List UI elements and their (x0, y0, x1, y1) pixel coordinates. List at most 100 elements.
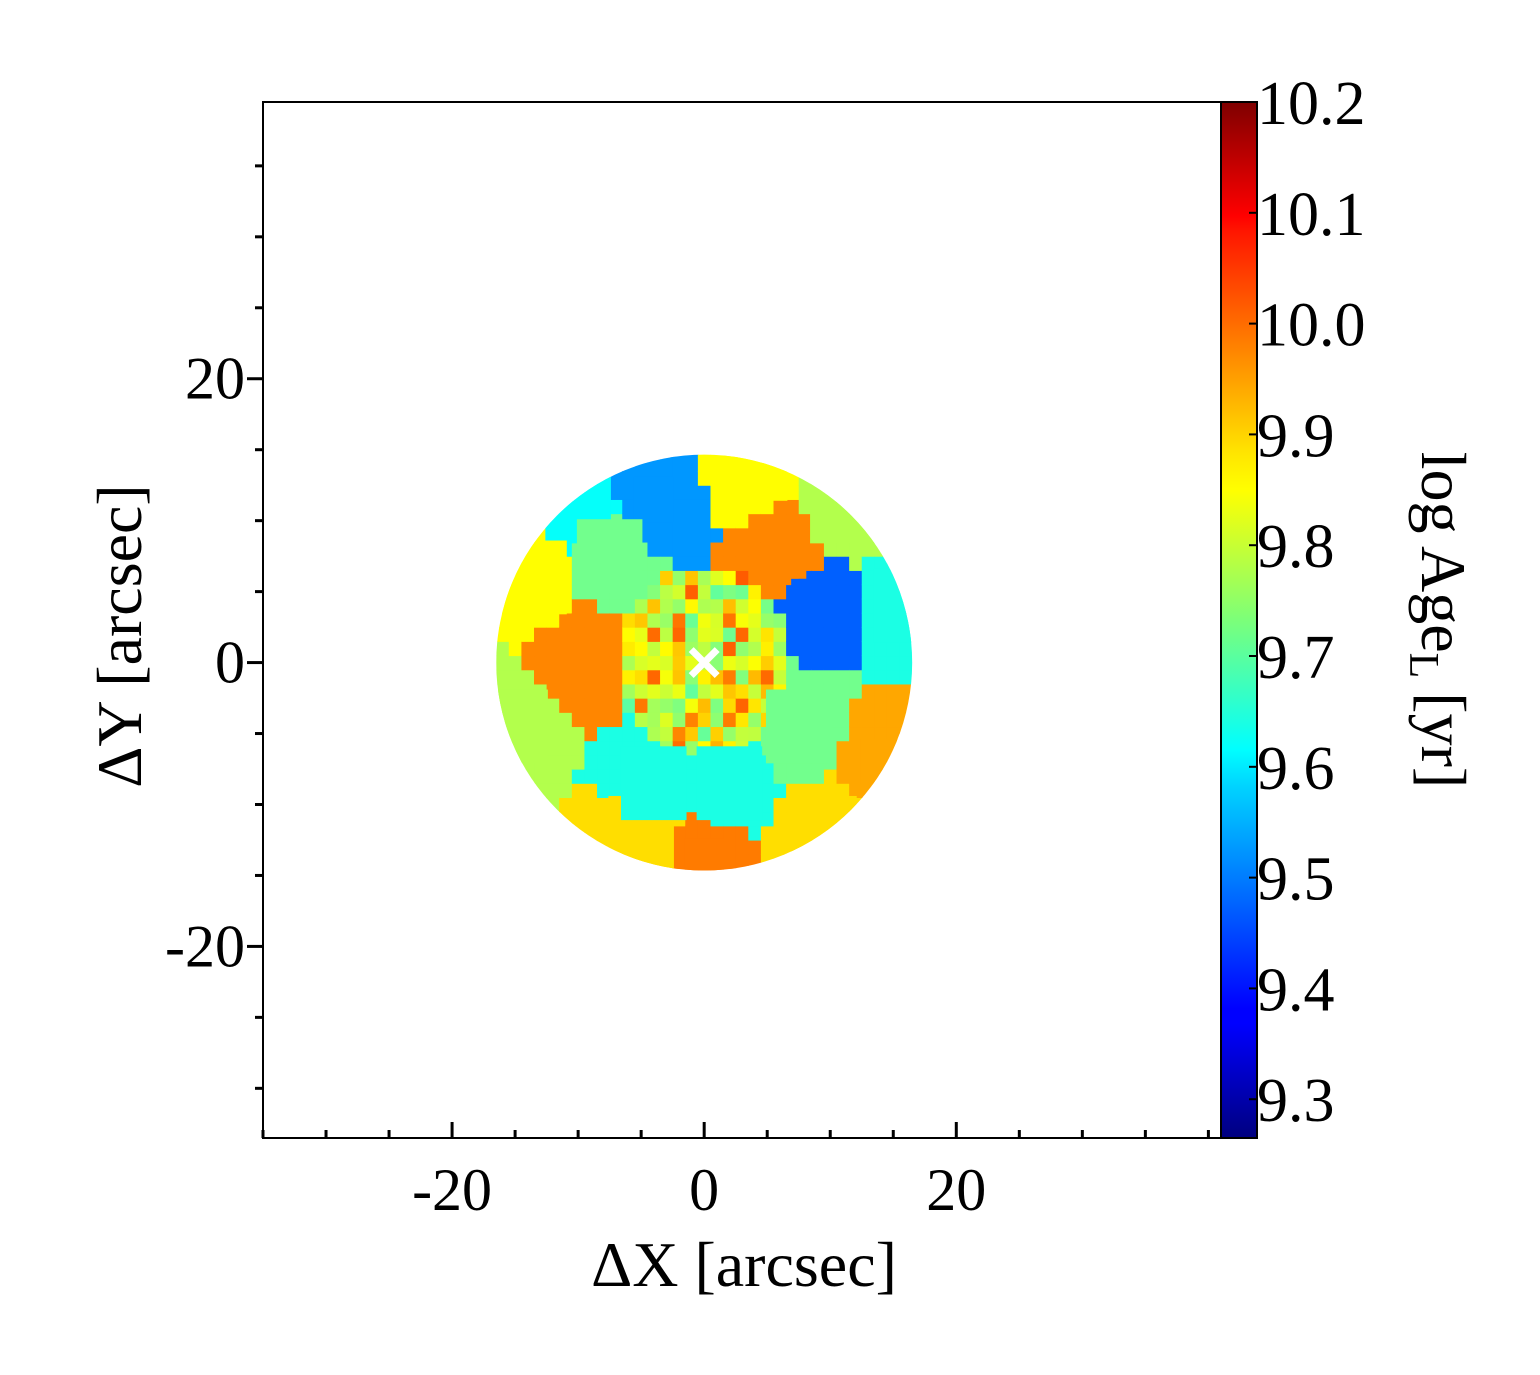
map-bin (723, 454, 737, 458)
map-bin (760, 454, 775, 458)
map-bin (660, 726, 674, 742)
map-bin (521, 513, 535, 529)
map-bin (760, 783, 775, 798)
map-bin (786, 655, 800, 671)
map-bin (697, 570, 712, 586)
map-bin (748, 712, 762, 728)
map-bin (786, 783, 800, 798)
map-bin (685, 570, 699, 586)
map-bin (571, 712, 586, 728)
map-bin (571, 470, 586, 486)
map-bin (760, 598, 775, 614)
colorbar-label-subscript: L (1400, 653, 1446, 679)
map-bin (571, 598, 586, 614)
map-bin (886, 527, 901, 543)
map-bin (773, 655, 787, 671)
map-bin (823, 655, 838, 671)
map-bin (609, 740, 623, 756)
map-bin (886, 669, 901, 685)
map-bin (622, 485, 636, 500)
map-bin (697, 698, 712, 713)
map-bin (874, 556, 888, 571)
map-bin (660, 456, 674, 472)
map-bin (899, 712, 913, 728)
map-bin (609, 868, 623, 871)
map-bin (886, 541, 901, 557)
map-bin (685, 811, 699, 827)
map-bin (685, 712, 699, 728)
map-bin (735, 570, 749, 586)
map-bin (836, 627, 850, 642)
map-bin (710, 712, 724, 728)
map-bin (597, 883, 610, 898)
map-bin (735, 499, 749, 515)
map-bin (748, 454, 762, 458)
map-bin (899, 769, 913, 784)
map-bin (647, 868, 661, 871)
map-bin (672, 485, 686, 500)
map-bin (697, 454, 712, 458)
map-bin (811, 456, 825, 472)
map-bin (597, 769, 611, 784)
map-bin (647, 598, 661, 614)
map-bin (685, 584, 699, 600)
map-bin (584, 811, 598, 827)
map-bin (786, 641, 800, 657)
map-bin (622, 655, 636, 671)
map-bin (774, 428, 787, 443)
map-bin (584, 754, 598, 770)
map-bin (886, 712, 901, 728)
map-bin (786, 456, 800, 472)
map-bin (672, 726, 686, 742)
colorbar-tick-label: 9.8 (1257, 513, 1335, 581)
map-bin (836, 825, 850, 841)
map-bin (546, 627, 560, 642)
map-bin (836, 570, 850, 586)
map-bin (836, 754, 850, 770)
map-bin (647, 683, 661, 699)
map-bin (736, 428, 749, 443)
map-bin (760, 811, 775, 827)
map-bin (723, 868, 737, 871)
colorbar-tick-label: 9.4 (1257, 956, 1335, 1024)
map-bin (634, 669, 649, 685)
map-bin (849, 598, 863, 614)
map-bin (521, 769, 535, 784)
map-bin (546, 754, 560, 770)
map-bin (672, 854, 686, 869)
map-region (791, 578, 832, 625)
map-bin (861, 641, 875, 657)
map-bin (748, 612, 762, 628)
map-bin (798, 854, 812, 869)
map-bin (647, 883, 660, 898)
map-bin (660, 641, 674, 657)
map-bin (823, 641, 838, 657)
map-bin (874, 655, 888, 671)
map-bin (508, 655, 523, 671)
map-bin (874, 797, 888, 813)
map-bin (836, 854, 850, 869)
map-bin (798, 655, 812, 671)
map-bin (697, 527, 712, 543)
map-bin (672, 556, 686, 571)
map-bin (584, 683, 598, 699)
map-bin (748, 499, 762, 515)
map-bin (723, 527, 737, 543)
map-bin (571, 754, 586, 770)
map-bin (697, 627, 712, 642)
colorbar-label-main: log Age (1408, 452, 1479, 653)
map-bin (899, 726, 913, 742)
map-bin (660, 698, 674, 713)
map-bin (773, 641, 787, 657)
map-bin (861, 612, 875, 628)
map-bin (811, 541, 825, 557)
map-bin (710, 584, 724, 600)
map-bin (609, 641, 623, 657)
map-bin (899, 641, 913, 657)
map-bin (534, 797, 548, 813)
colorbar-ticks: 10.2 10.1 10.0 9.9 9.8 9.7 9.6 9.5 9.4 9.3 (1249, 70, 1366, 1135)
map-bin (672, 513, 686, 529)
map-bin (534, 783, 548, 798)
map-bin (849, 726, 863, 742)
